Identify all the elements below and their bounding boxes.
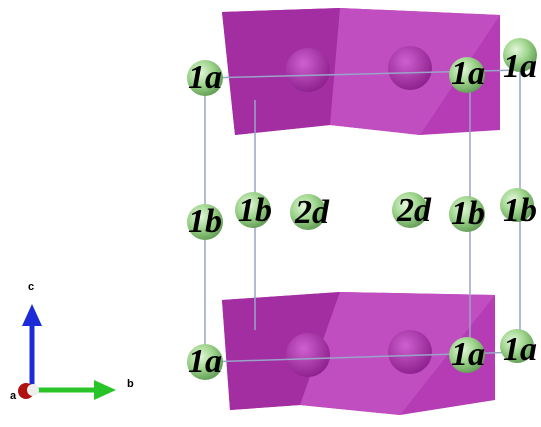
site-label: 1b [188,203,222,240]
site-label: 1a [451,55,485,92]
axes-indicator: c b a [10,281,134,402]
axis-label: a [10,390,17,402]
site-label: 1a [503,331,537,368]
axis-label: c [28,281,34,293]
axis-label: b [127,378,134,390]
site-label: 1b [238,192,272,229]
structure-view: 1a 1a 1a 1b 1b 2d 2d 1b 1b 1a 1a 1a c b … [0,0,541,427]
site-label: 1a [188,59,222,96]
site-label: 1a [503,48,537,85]
site-label: 1b [451,195,485,232]
site-label: 2d [294,194,330,231]
site-label: 2d [396,192,432,229]
site-label: 1b [503,192,537,229]
site-label: 1a [451,336,485,373]
site-label: 1a [188,343,222,380]
